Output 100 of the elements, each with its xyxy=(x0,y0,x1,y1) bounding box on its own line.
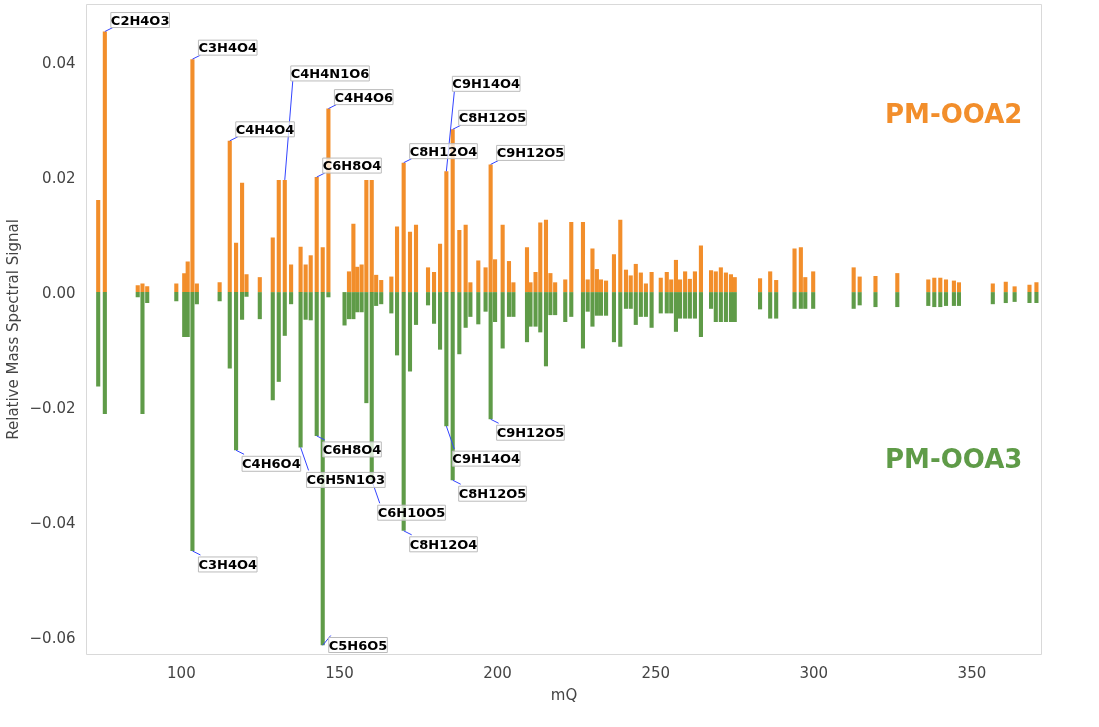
bar xyxy=(658,277,663,293)
bar xyxy=(569,292,574,317)
y-axis-title: Relative Mass Spectral Signal xyxy=(3,219,22,440)
bar xyxy=(394,226,400,293)
bar xyxy=(506,261,512,293)
bar xyxy=(314,177,319,293)
bar xyxy=(511,292,516,317)
bar xyxy=(732,277,737,293)
bar xyxy=(698,292,703,337)
annotation: C9H14O4 xyxy=(452,76,521,92)
bar xyxy=(96,200,101,293)
bar xyxy=(543,219,549,293)
bar xyxy=(444,292,449,427)
bar xyxy=(1003,292,1008,304)
bar xyxy=(342,292,347,326)
bar xyxy=(798,292,803,309)
bar xyxy=(488,164,493,293)
bar xyxy=(351,223,356,293)
bar xyxy=(851,292,856,309)
bar xyxy=(895,273,900,293)
bar xyxy=(463,224,468,293)
bar xyxy=(1034,292,1039,304)
bar xyxy=(437,243,443,293)
y-tick-label: 0.02 xyxy=(42,169,76,188)
bar xyxy=(140,283,145,293)
bar xyxy=(500,292,505,349)
bar xyxy=(803,292,808,309)
bar xyxy=(174,283,179,293)
bar xyxy=(708,270,714,293)
bar xyxy=(563,292,568,323)
bar xyxy=(811,271,816,293)
bar xyxy=(190,59,195,293)
bar xyxy=(401,162,406,293)
bar xyxy=(798,247,803,293)
annotation: C6H8O4 xyxy=(322,441,382,457)
bar xyxy=(437,292,443,350)
bar xyxy=(240,292,245,320)
bar xyxy=(425,292,431,306)
bar xyxy=(394,292,400,356)
bar xyxy=(768,292,773,319)
bar xyxy=(580,292,586,349)
bar xyxy=(364,179,369,293)
x-axis-title: mQ xyxy=(550,685,578,704)
bar xyxy=(768,271,773,293)
bar xyxy=(758,292,763,310)
bar xyxy=(673,259,678,293)
annotation: C8H12O4 xyxy=(409,536,478,552)
y-tick-label: 0.00 xyxy=(42,284,76,303)
bar xyxy=(728,292,734,323)
bar xyxy=(728,274,734,293)
y-tick-label: 0.04 xyxy=(42,54,76,73)
bar xyxy=(792,248,797,293)
bar xyxy=(1027,292,1032,304)
bar xyxy=(932,292,937,308)
bar xyxy=(413,292,419,325)
bar xyxy=(270,292,275,401)
bar xyxy=(1027,284,1032,293)
bar xyxy=(774,280,779,293)
annotation: C8H12O4 xyxy=(409,143,478,159)
x-tick-label: 150 xyxy=(325,663,354,682)
bar xyxy=(174,292,179,302)
bar xyxy=(407,231,413,293)
bar xyxy=(926,279,931,293)
bar xyxy=(431,271,437,293)
bar xyxy=(563,279,568,293)
annotation: C9H12O5 xyxy=(496,425,565,441)
bar xyxy=(282,179,287,293)
bar xyxy=(580,221,586,293)
annotation: C4H6O4 xyxy=(242,456,301,472)
annotation: C8H12O5 xyxy=(458,110,527,126)
x-tick-label: 250 xyxy=(641,663,671,682)
bar xyxy=(1034,282,1039,293)
text: PM-OOA2 xyxy=(884,98,1023,129)
annotation: C9H14O4 xyxy=(452,451,521,467)
bar xyxy=(623,292,629,309)
bar xyxy=(643,292,648,317)
bar xyxy=(389,292,394,314)
bar xyxy=(308,292,313,321)
bar xyxy=(623,269,629,293)
x-tick-label: 200 xyxy=(483,663,512,682)
bar xyxy=(758,278,763,293)
x-tick-label: 100 xyxy=(167,663,196,682)
bar xyxy=(364,292,369,404)
bar xyxy=(851,267,856,293)
y-tick-label: −0.06 xyxy=(29,629,76,648)
annotation: C8H12O5 xyxy=(458,486,527,502)
bar xyxy=(217,282,222,293)
bar xyxy=(96,292,101,387)
bar xyxy=(618,219,623,293)
bar xyxy=(257,292,262,320)
annotation: C6H8O4 xyxy=(322,158,382,174)
annotation: C4H4O6 xyxy=(334,89,394,105)
bar xyxy=(943,292,949,306)
bar xyxy=(611,254,617,293)
bar xyxy=(895,292,900,308)
bar xyxy=(234,292,239,451)
bar xyxy=(500,224,505,293)
bar xyxy=(673,292,678,332)
bar xyxy=(102,31,107,293)
bar xyxy=(692,271,697,293)
